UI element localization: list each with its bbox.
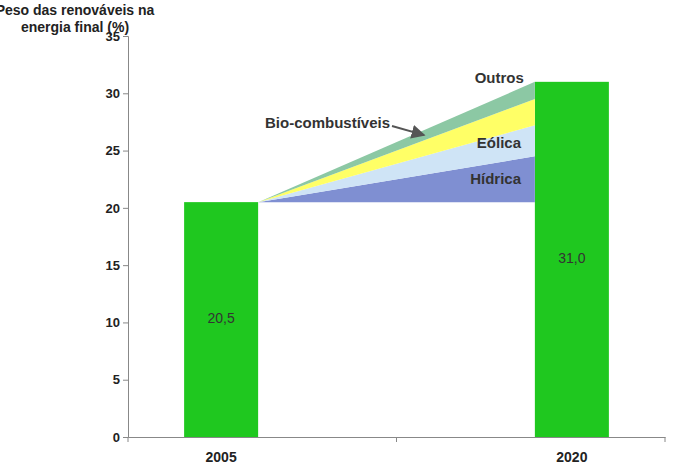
tick: 0: [113, 430, 128, 445]
tick: 30: [106, 86, 128, 101]
tick-label: 20: [106, 201, 120, 216]
series-label: Eólica: [477, 134, 522, 151]
series-label: Bio-combustíveis: [265, 114, 390, 131]
y-axis: 05101520253035: [106, 29, 129, 445]
tick-mark: [123, 93, 128, 94]
data-label: 31,0: [558, 250, 585, 266]
tick-mark: [123, 437, 128, 438]
tick-label: 25: [106, 143, 120, 158]
tick-mark: [128, 437, 129, 442]
tick-label: 2020: [556, 449, 587, 465]
tick-label: 10: [106, 315, 120, 330]
bar: [535, 82, 609, 437]
bar: [184, 202, 258, 437]
tick: 20: [106, 201, 128, 216]
axis-title-line: energia final (%): [21, 19, 129, 35]
tick: 5: [113, 372, 128, 387]
tick-mark: [123, 265, 128, 266]
series-label: Hídrica: [470, 170, 522, 187]
tick-mark: [123, 208, 128, 209]
x-axis: 2005 2020: [129, 437, 666, 465]
tick-mark: [123, 380, 128, 381]
marks: [184, 82, 609, 437]
tick-mark: [123, 151, 128, 152]
area: [258, 82, 535, 202]
chart: 0510152025303520052020Peso das renovávei…: [0, 0, 677, 474]
series-label: Outros: [475, 69, 524, 86]
tick-mark: [396, 437, 397, 442]
tick-label: 0: [113, 430, 120, 445]
tick: 2005: [206, 437, 237, 465]
tick-label: 5: [113, 372, 120, 387]
axis-line: [123, 37, 129, 438]
tick: 2020: [556, 437, 587, 465]
tick: 15: [106, 258, 128, 273]
tick-mark: [123, 36, 128, 37]
tick-label: 2005: [206, 449, 237, 465]
tick-label: 15: [106, 258, 120, 273]
texts: Peso das renováveis naenergia final (%) 2…: [0, 2, 586, 326]
axis-title: Peso das renováveis naenergia final (%): [0, 2, 155, 35]
data-label: 20,5: [207, 310, 234, 326]
tick: 25: [106, 143, 128, 158]
axis-title-line: Peso das renováveis na: [0, 2, 155, 18]
tick-label: 30: [106, 86, 120, 101]
tick-mark: [123, 322, 128, 323]
x-ticks: [128, 437, 665, 442]
tick-mark: [665, 437, 666, 442]
arrow: [392, 126, 424, 135]
tick: 10: [106, 315, 128, 330]
